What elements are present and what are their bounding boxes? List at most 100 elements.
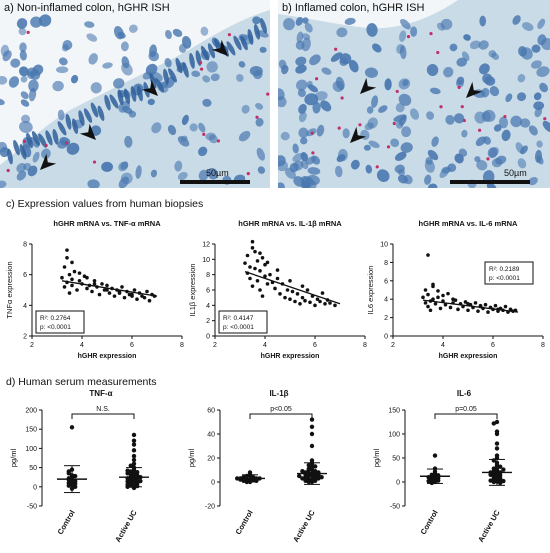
y-tick-label: 200 (25, 408, 37, 415)
cell-nucleus (128, 24, 138, 33)
cell-nucleus (321, 67, 332, 75)
data-point (65, 256, 69, 260)
epithelial-nucleus (65, 113, 72, 130)
regression-line (244, 270, 341, 305)
data-point (135, 297, 139, 301)
cell-nucleus (0, 180, 7, 188)
cell-nucleus (453, 113, 465, 124)
ish-signal-dot (311, 151, 315, 155)
cell-nucleus (198, 122, 206, 133)
x-tick-label: 8 (363, 342, 367, 349)
cell-nucleus (376, 169, 390, 183)
cell-nucleus (517, 74, 526, 83)
y-tick-label: 2 (384, 315, 388, 322)
data-point (426, 304, 430, 309)
data-point (315, 297, 320, 301)
chart-title: IL-1β (269, 389, 288, 398)
data-point (131, 453, 137, 459)
cell-nucleus (401, 126, 412, 138)
cell-nucleus (0, 147, 10, 158)
cell-nucleus (371, 95, 379, 108)
ish-signal-dot (6, 168, 10, 173)
x-tick-label: 4 (263, 342, 267, 349)
cell-nucleus (300, 175, 310, 186)
data-point (265, 282, 270, 286)
y-tick-label: 60 (207, 408, 215, 415)
cell-nucleus (191, 70, 201, 77)
cell-nucleus (363, 144, 371, 151)
epithelial-nucleus (45, 130, 53, 146)
epithelial-nucleus (31, 131, 41, 146)
data-point (72, 269, 77, 274)
data-point (73, 473, 78, 479)
y-tick-label: 6 (384, 278, 388, 285)
cell-nucleus (447, 163, 457, 172)
cell-nucleus (298, 127, 309, 139)
cell-nucleus (501, 129, 511, 142)
data-point (125, 468, 130, 473)
cell-nucleus (424, 174, 432, 185)
x-axis-label: hGHR expression (261, 353, 320, 360)
cell-nucleus (296, 31, 304, 44)
cell-nucleus (307, 167, 321, 175)
data-point (421, 295, 425, 300)
stats-p-value: p: <0.0001 (223, 324, 254, 331)
cell-nucleus (493, 124, 502, 132)
cell-nucleus (278, 182, 285, 188)
cell-nucleus (30, 16, 43, 28)
data-point (70, 260, 74, 265)
data-point (66, 483, 72, 488)
regression-line (422, 299, 519, 313)
ish-signal-dot (436, 50, 440, 55)
data-point (100, 282, 104, 286)
data-point (438, 306, 443, 311)
cell-nucleus (198, 146, 208, 157)
category-label: Active UC (291, 508, 317, 544)
cell-nucleus (449, 43, 458, 52)
cell-nucleus (151, 122, 162, 134)
x-tick-label: 4 (80, 342, 84, 349)
data-point (446, 291, 450, 296)
data-point (65, 248, 69, 252)
y-axis-label: pg/ml (9, 448, 18, 467)
data-point (60, 275, 64, 280)
cell-nucleus (372, 43, 382, 53)
epithelial-nucleus (163, 68, 169, 85)
ish-signal-dot (503, 114, 507, 119)
cell-nucleus (296, 79, 308, 91)
data-point (260, 294, 265, 298)
cell-nucleus (483, 136, 491, 145)
cell-nucleus (393, 114, 407, 122)
cell-nucleus (394, 151, 407, 161)
category-label: Active UC (476, 508, 502, 544)
y-tick-label: 0 (206, 334, 210, 341)
data-point (142, 295, 147, 300)
data-point (70, 277, 74, 282)
y-tick-label: 8 (384, 260, 388, 267)
cell-nucleus (455, 79, 464, 88)
cell-nucleus (335, 165, 343, 178)
cell-nucleus (384, 78, 392, 91)
stats-box (484, 261, 534, 285)
data-point (441, 293, 445, 298)
y-tick-label: 8 (23, 242, 27, 249)
data-point (501, 478, 506, 484)
cell-nucleus (440, 18, 453, 30)
ish-signal-dot (216, 139, 221, 143)
cell-nucleus (342, 128, 350, 139)
scatter-plot-il1b: hGHR mRNA vs. IL-1β mRNA 2 4 6 8 0 2 4 6 8 10 12 hGH… (180, 214, 370, 364)
cell-nucleus (520, 47, 533, 60)
cell-nucleus (516, 92, 527, 102)
data-point (478, 303, 483, 308)
epithelial-nucleus (240, 35, 248, 51)
cell-nucleus (181, 36, 192, 49)
data-point (300, 469, 305, 474)
cell-nucleus (533, 101, 545, 110)
data-point (253, 249, 257, 254)
cell-nucleus (29, 137, 40, 148)
cell-nucleus (398, 93, 412, 106)
cell-nucleus (531, 44, 541, 53)
ish-signal-dot (26, 30, 30, 34)
dot-plot-il1b-svg: IL-1β -20 0 20 40 60 pg/ml Control Active UC p<0.… (187, 389, 327, 544)
y-axis-label: pg/ml (187, 448, 196, 467)
